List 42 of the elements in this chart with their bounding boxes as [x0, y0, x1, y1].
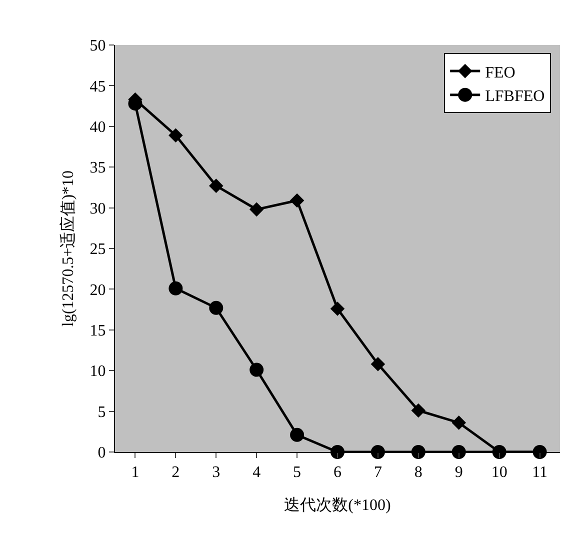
point [208, 178, 224, 193]
point [452, 445, 466, 459]
x-tick-label: 7 [374, 464, 382, 482]
y-tick-label: 30 [90, 200, 106, 218]
y-tick-label: 0 [98, 444, 106, 462]
y-tick-label: 25 [90, 241, 106, 258]
point [330, 445, 344, 459]
y-tick-label: 40 [90, 119, 106, 136]
y-tick-label: 20 [90, 282, 106, 299]
y-tick-label: 45 [90, 78, 106, 96]
x-tick-label: 3 [212, 464, 220, 482]
x-tick-label: 8 [414, 464, 422, 482]
x-tick-label: 10 [491, 464, 508, 482]
point [249, 202, 264, 217]
y-tick-label: 10 [90, 363, 106, 380]
x-tick-label: 11 [532, 464, 548, 482]
x-axis-title: 迭代次数(*100) [284, 496, 391, 514]
x-tick-label: 4 [252, 464, 261, 482]
point [290, 193, 304, 208]
x-tick-label: 6 [334, 464, 342, 482]
y-tick-label: 35 [90, 160, 106, 177]
y-tick-label: 50 [90, 38, 106, 55]
point [411, 403, 426, 418]
point [452, 416, 466, 430]
point [209, 300, 224, 315]
x-tick-label: 5 [293, 464, 302, 482]
point [168, 281, 183, 296]
y-tick-label: 15 [90, 322, 106, 340]
legend-label: LFBFEO [485, 88, 545, 106]
point [370, 356, 386, 372]
point [168, 128, 183, 142]
point [250, 362, 264, 377]
x-tick-label: 2 [172, 464, 180, 482]
point [411, 445, 426, 459]
x-tick-label: 9 [454, 464, 463, 482]
y-tick-label: 5 [98, 404, 106, 421]
x-tick-label: 1 [131, 464, 140, 482]
point [330, 302, 345, 316]
point [290, 428, 304, 442]
legend-label: FEO [485, 64, 516, 82]
y-axis-title: lg(12570.5+适应值)*10 [59, 170, 77, 327]
point [370, 445, 385, 459]
